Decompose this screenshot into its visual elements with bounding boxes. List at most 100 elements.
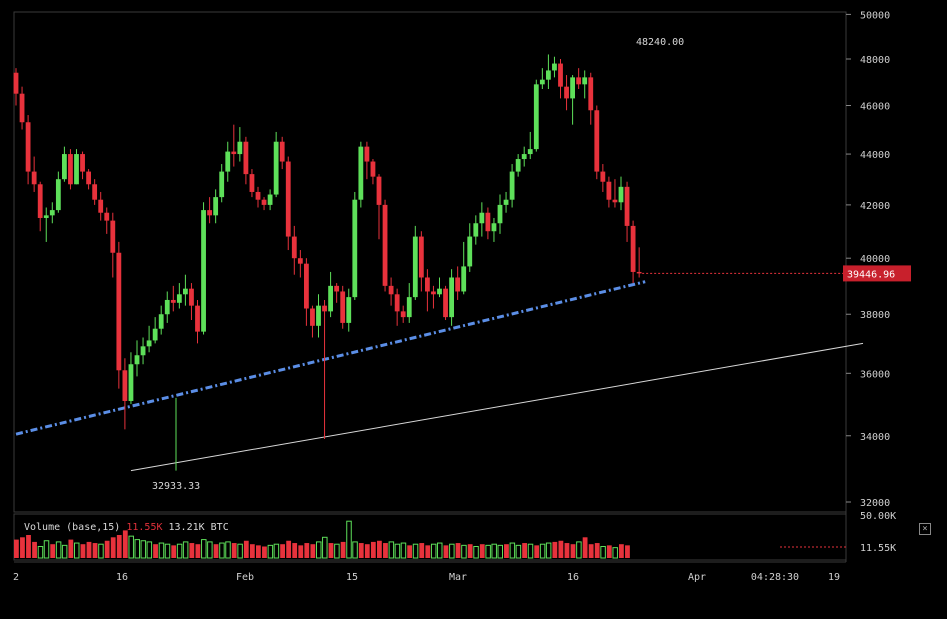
candle-body: [31, 171, 37, 185]
volume-bar: [171, 545, 177, 558]
volume-bar: [176, 543, 183, 559]
candle-body: [624, 186, 630, 226]
volume-bar: [504, 544, 509, 558]
x-tick-label: 16: [567, 572, 579, 583]
volume-bar: [256, 545, 261, 558]
volume-bar: [619, 544, 624, 558]
candle-body: [98, 199, 104, 213]
candle-body: [273, 141, 279, 195]
candle-body: [104, 212, 110, 221]
volume-bar: [146, 541, 153, 559]
y-tick-label: 38000: [860, 310, 890, 321]
y-tick-label: 36000: [860, 369, 890, 380]
volume-bar: [412, 543, 419, 559]
current-price-label: 39446.96: [847, 269, 895, 280]
candle-body: [328, 285, 333, 312]
candle-body: [219, 171, 225, 198]
volume-bar: [98, 543, 104, 559]
candle-body: [158, 314, 164, 329]
candle-body: [539, 79, 545, 85]
volume-bar: [545, 542, 552, 559]
y-tick-label: 40000: [860, 254, 890, 265]
x-tick-label: Feb: [236, 572, 254, 583]
y-tick-label: 42000: [860, 201, 890, 212]
volume-bar: [588, 544, 594, 558]
candle-body: [509, 171, 515, 200]
candle-body: [334, 285, 340, 292]
volume-bar: [219, 542, 225, 559]
candle-body: [400, 311, 406, 318]
volume-bar: [558, 540, 564, 558]
candle-body: [170, 299, 176, 303]
x-tick-label: 15: [346, 572, 358, 583]
volume-bar: [594, 543, 600, 558]
candle-body: [231, 151, 237, 155]
volume-bar: [606, 545, 612, 558]
volume-bar: [346, 520, 352, 559]
candle-body: [340, 291, 346, 323]
volume-bar: [128, 535, 134, 559]
volume-bar: [140, 540, 147, 559]
volume-bar: [358, 543, 364, 558]
volume-bar: [92, 543, 98, 558]
candle-body: [370, 161, 376, 177]
volume-bar: [625, 545, 630, 558]
candle-body: [582, 77, 588, 85]
volume-bar: [407, 545, 413, 558]
close-icon[interactable]: ×: [919, 523, 931, 535]
volume-bar: [267, 544, 274, 559]
candle-body: [521, 154, 527, 160]
volume-bar: [364, 544, 370, 558]
candle-body: [491, 223, 497, 232]
volume-bar: [153, 544, 158, 558]
current-price-tag: [843, 265, 911, 282]
candle-body: [636, 271, 642, 274]
volume-bar: [485, 544, 491, 559]
candle-body: [455, 277, 461, 292]
candle-body: [176, 294, 182, 303]
candle-body: [92, 184, 98, 200]
volume-bar: [20, 537, 25, 558]
candle-body: [291, 236, 297, 259]
volume-bar: [298, 545, 304, 558]
x-tick-label: 19: [828, 572, 840, 583]
candle-body: [134, 355, 140, 365]
candle-body: [164, 299, 170, 315]
volume-bar: [164, 543, 171, 559]
candle-body: [255, 191, 261, 200]
candle-body: [364, 146, 370, 162]
candle-body: [316, 305, 321, 326]
volume-value-total: 13.21K BTC: [168, 522, 229, 533]
volume-bar: [61, 544, 68, 559]
candle-body: [618, 186, 624, 203]
volume-bar: [491, 543, 497, 559]
volume-bar: [497, 544, 503, 559]
candle-body: [13, 72, 19, 94]
candle-body: [86, 171, 91, 185]
volume-axis-current: 11.55K: [860, 543, 896, 554]
volume-bar: [570, 544, 576, 558]
trend-line-support: [15, 280, 646, 436]
candle-body: [394, 294, 400, 312]
volume-bar: [213, 544, 219, 558]
candle-body: [533, 84, 539, 150]
y-tick-label: 32000: [860, 498, 890, 509]
volume-bar: [515, 544, 522, 559]
volume-bar: [225, 541, 231, 559]
candle-body: [267, 194, 273, 205]
volume-legend: Volume (base,15) 11.55K 13.21K BTC: [24, 522, 229, 533]
y-tick-label: 50000: [860, 10, 890, 21]
candle-body: [358, 146, 364, 200]
volume-label: Volume (base,15): [24, 522, 121, 533]
candle-body: [213, 197, 219, 216]
volume-bar: [280, 544, 285, 558]
volume-bar: [600, 546, 606, 559]
candle-body: [43, 215, 49, 218]
candle-body: [449, 277, 454, 318]
volume-bar: [316, 541, 322, 559]
candle-body: [116, 252, 122, 371]
volume-bar: [104, 540, 110, 558]
candle-body: [279, 141, 285, 162]
